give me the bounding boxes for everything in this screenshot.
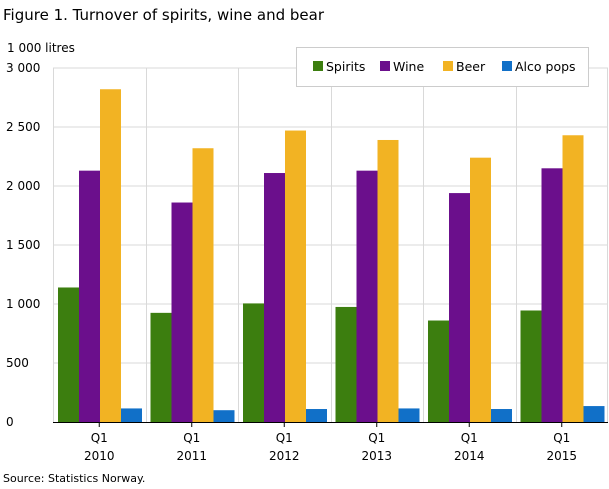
bars bbox=[58, 89, 605, 423]
bar-beer-2010 bbox=[100, 89, 121, 423]
x-tick-year: 2010 bbox=[84, 449, 115, 463]
legend-swatch-beer bbox=[443, 61, 453, 71]
source-note: Source: Statistics Norway. bbox=[3, 472, 146, 485]
bar-beer-2011 bbox=[192, 148, 214, 423]
x-tick-year: 2012 bbox=[269, 449, 300, 463]
legend-swatch-spirits bbox=[313, 61, 323, 71]
x-tick-quarter: Q1 bbox=[368, 431, 385, 445]
bar-beer-2014 bbox=[470, 157, 491, 422]
y-unit-label: 1 000 litres bbox=[7, 41, 75, 55]
x-tick-year: 2014 bbox=[454, 449, 485, 463]
y-tick-label: 1 500 bbox=[6, 238, 40, 252]
bar-wine-2010 bbox=[79, 170, 100, 422]
bar-spirits-2011 bbox=[150, 312, 172, 422]
bar-spirits-2014 bbox=[428, 320, 449, 422]
bar-alco-pops-2013 bbox=[398, 408, 420, 422]
bar-spirits-2015 bbox=[520, 310, 542, 422]
x-tick-quarter: Q1 bbox=[91, 431, 108, 445]
y-tick-label: 2 000 bbox=[6, 179, 40, 193]
x-tick-quarter: Q1 bbox=[183, 431, 200, 445]
legend-label: Alco pops bbox=[515, 59, 576, 74]
legend: Spirits Wine Beer Alco pops bbox=[296, 47, 589, 87]
bar-wine-2014 bbox=[449, 193, 470, 422]
bar-wine-2015 bbox=[541, 168, 563, 422]
bar-beer-2012 bbox=[285, 130, 306, 423]
x-axis: Q1 2010 Q1 2011 Q1 2012 Q1 2013 Q1 2014 Q1 2015 bbox=[53, 422, 608, 463]
bar-wine-2011 bbox=[171, 202, 193, 422]
legend-box bbox=[296, 47, 589, 87]
bar-spirits-2012 bbox=[243, 303, 264, 422]
bar-wine-2013 bbox=[356, 170, 378, 422]
legend-label: Spirits bbox=[326, 59, 365, 74]
y-axis: 1 000 litres 0 500 1 000 1 500 2 000 2 500 3 00… bbox=[6, 41, 75, 429]
y-tick-label: 3 000 bbox=[6, 61, 40, 75]
bar-beer-2013 bbox=[377, 139, 399, 423]
y-tick-label: 500 bbox=[6, 356, 29, 370]
x-tick-quarter: Q1 bbox=[553, 431, 570, 445]
chart-title: Figure 1. Turnover of spirits, wine and … bbox=[3, 6, 324, 24]
bar-alco-pops-2011 bbox=[213, 410, 235, 422]
grid-lines bbox=[53, 67, 608, 422]
bar-alco-pops-2015 bbox=[583, 406, 605, 422]
bar-alco-pops-2014 bbox=[491, 409, 512, 422]
legend-swatch-wine bbox=[380, 61, 390, 71]
x-tick-year: 2015 bbox=[546, 449, 577, 463]
x-tick-quarter: Q1 bbox=[461, 431, 478, 445]
bar-beer-2015 bbox=[562, 135, 584, 422]
bar-spirits-2010 bbox=[58, 287, 79, 422]
x-tick-quarter: Q1 bbox=[276, 431, 293, 445]
bar-wine-2012 bbox=[264, 173, 285, 422]
y-tick-label: 0 bbox=[6, 415, 14, 429]
legend-label: Beer bbox=[456, 59, 486, 74]
bar-alco-pops-2012 bbox=[306, 409, 327, 422]
y-tick-label: 2 500 bbox=[6, 120, 40, 134]
legend-swatch-alco-pops bbox=[502, 61, 512, 71]
bar-alco-pops-2010 bbox=[121, 408, 142, 422]
legend-label: Wine bbox=[393, 59, 424, 74]
x-tick-year: 2013 bbox=[361, 449, 392, 463]
x-tick-year: 2011 bbox=[176, 449, 207, 463]
y-tick-label: 1 000 bbox=[6, 297, 40, 311]
bar-spirits-2013 bbox=[335, 306, 357, 422]
